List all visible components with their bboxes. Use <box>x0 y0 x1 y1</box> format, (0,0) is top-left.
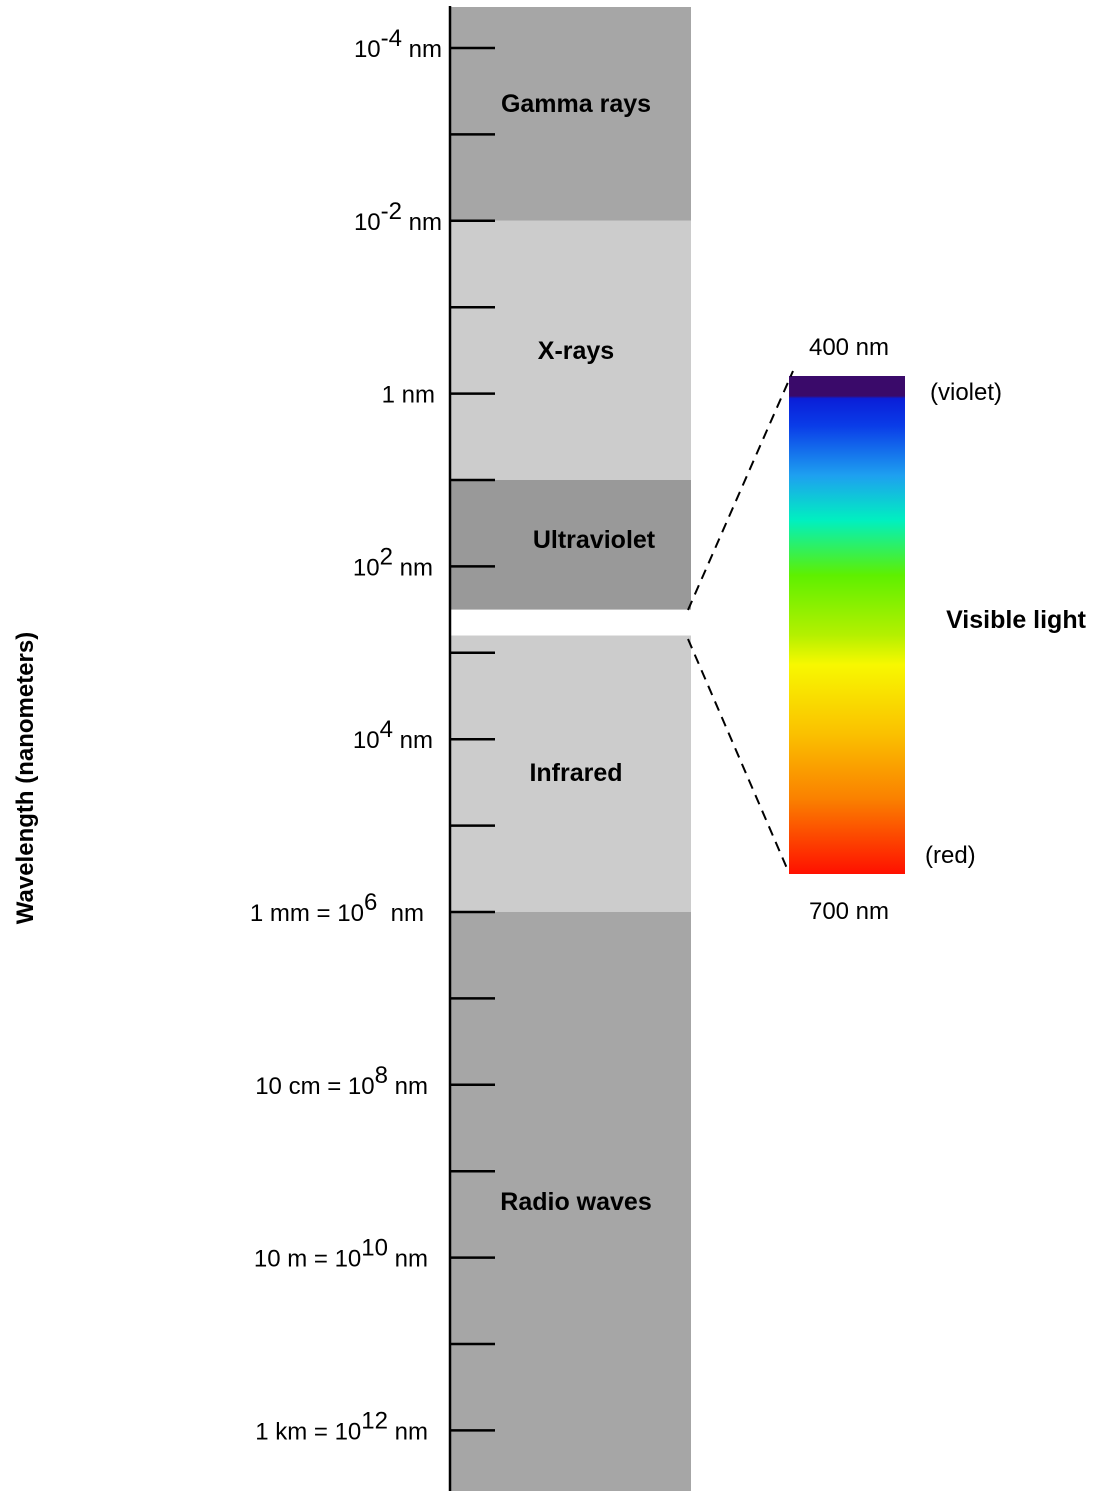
visible-light-spectrum-bar <box>789 376 905 874</box>
tick-label: 1 km = 1012 nm <box>255 1407 428 1445</box>
visible-light-title: Visible light <box>946 606 1087 634</box>
tick-label: 1 nm <box>382 382 435 409</box>
tick-label: 102 nm <box>353 543 433 581</box>
band-radio-waves <box>451 912 691 1491</box>
zoom-line-top <box>687 370 794 611</box>
band-label-gamma-rays: Gamma rays <box>501 90 651 118</box>
band-infrared <box>451 635 691 912</box>
band-label-ultraviolet: Ultraviolet <box>533 526 656 554</box>
visible-top-wavelength-label: 400 nm <box>809 334 889 361</box>
tick-label: 1 mm = 106 nm <box>250 889 424 927</box>
axis-ticks <box>450 46 495 1432</box>
band-ultraviolet <box>451 480 691 610</box>
tick-label: 10-4 nm <box>354 25 442 63</box>
visible-bottom-wavelength-label: 700 nm <box>809 898 889 925</box>
band-gamma-rays <box>451 7 691 221</box>
tick-label: 104 nm <box>353 716 433 754</box>
band-label-infrared: Infrared <box>529 759 622 787</box>
tick-label: 10 cm = 108 nm <box>255 1062 428 1100</box>
tick-label: 10-2 nm <box>354 198 442 236</box>
axis-tick-labels: 10-4 nm 10-2 nm 1 nm 102 nm 104 nm 1 mm = 106… <box>250 25 442 1445</box>
band-label-radio-waves: Radio waves <box>500 1188 651 1216</box>
band-label-x-rays: X-rays <box>538 337 614 365</box>
axis-title: Wavelength (nanometers) <box>12 632 39 925</box>
red-label: (red) <box>925 842 976 869</box>
zoom-line-bottom <box>687 638 790 874</box>
band-x-rays <box>451 220 691 481</box>
violet-label: (violet) <box>930 379 1002 406</box>
tick-label: 10 m = 1010 nm <box>254 1235 428 1273</box>
